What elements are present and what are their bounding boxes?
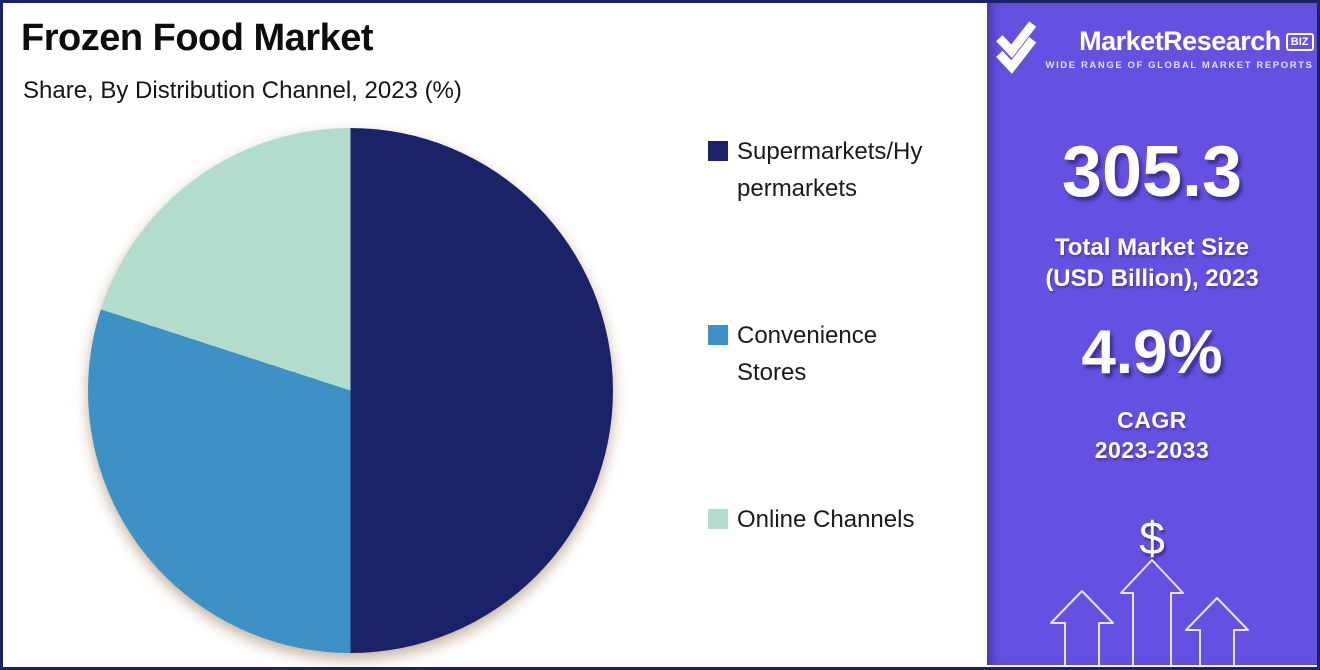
market-size-value: 305.3 [1061,132,1243,212]
legend-swatch [708,324,728,345]
legend: Supermarkets/Hy permarkets Convenience Stor… [708,133,958,538]
double-check-icon [993,17,1039,80]
report-sidebar: MarketResearch BIZ WIDE RANGE OF GLOBAL … [987,3,1317,665]
legend-label: Convenience Stores [737,321,878,387]
growth-arrows-graphic: $ [987,490,1317,665]
market-size-label: Total Market Size (USD Billion), 2023 [1045,234,1259,293]
pie-chart [88,128,613,653]
dollar-icon: $ [1139,512,1165,564]
chart-subtitle: Share, By Distribution Channel, 2023 (%) [23,77,462,104]
legend-label: Supermarkets/Hy permarkets [737,138,923,203]
chart-title: Frozen Food Market [21,17,374,59]
cagr-label: CAGR 2023-2033 [1094,407,1210,464]
brand-badge: BIZ [1285,32,1314,51]
legend-item-3: Online Channels [708,501,958,538]
legend-swatch [708,508,728,529]
cagr-value: 4.9% [1081,318,1223,388]
brand-tagline: WIDE RANGE OF GLOBAL MARKET REPORTS [1045,60,1314,71]
legend-item-2: Convenience Stores [708,317,958,391]
three-up-arrows-icon [1050,559,1249,665]
legend-swatch [708,141,728,161]
brand-name: MarketResearch [1079,26,1281,56]
legend-label: Online Channels [737,505,915,533]
legend-item-1: Supermarkets/Hy permarkets [708,133,958,207]
brand-logo: MarketResearch BIZ WIDE RANGE OF GLOBAL … [993,17,1314,80]
